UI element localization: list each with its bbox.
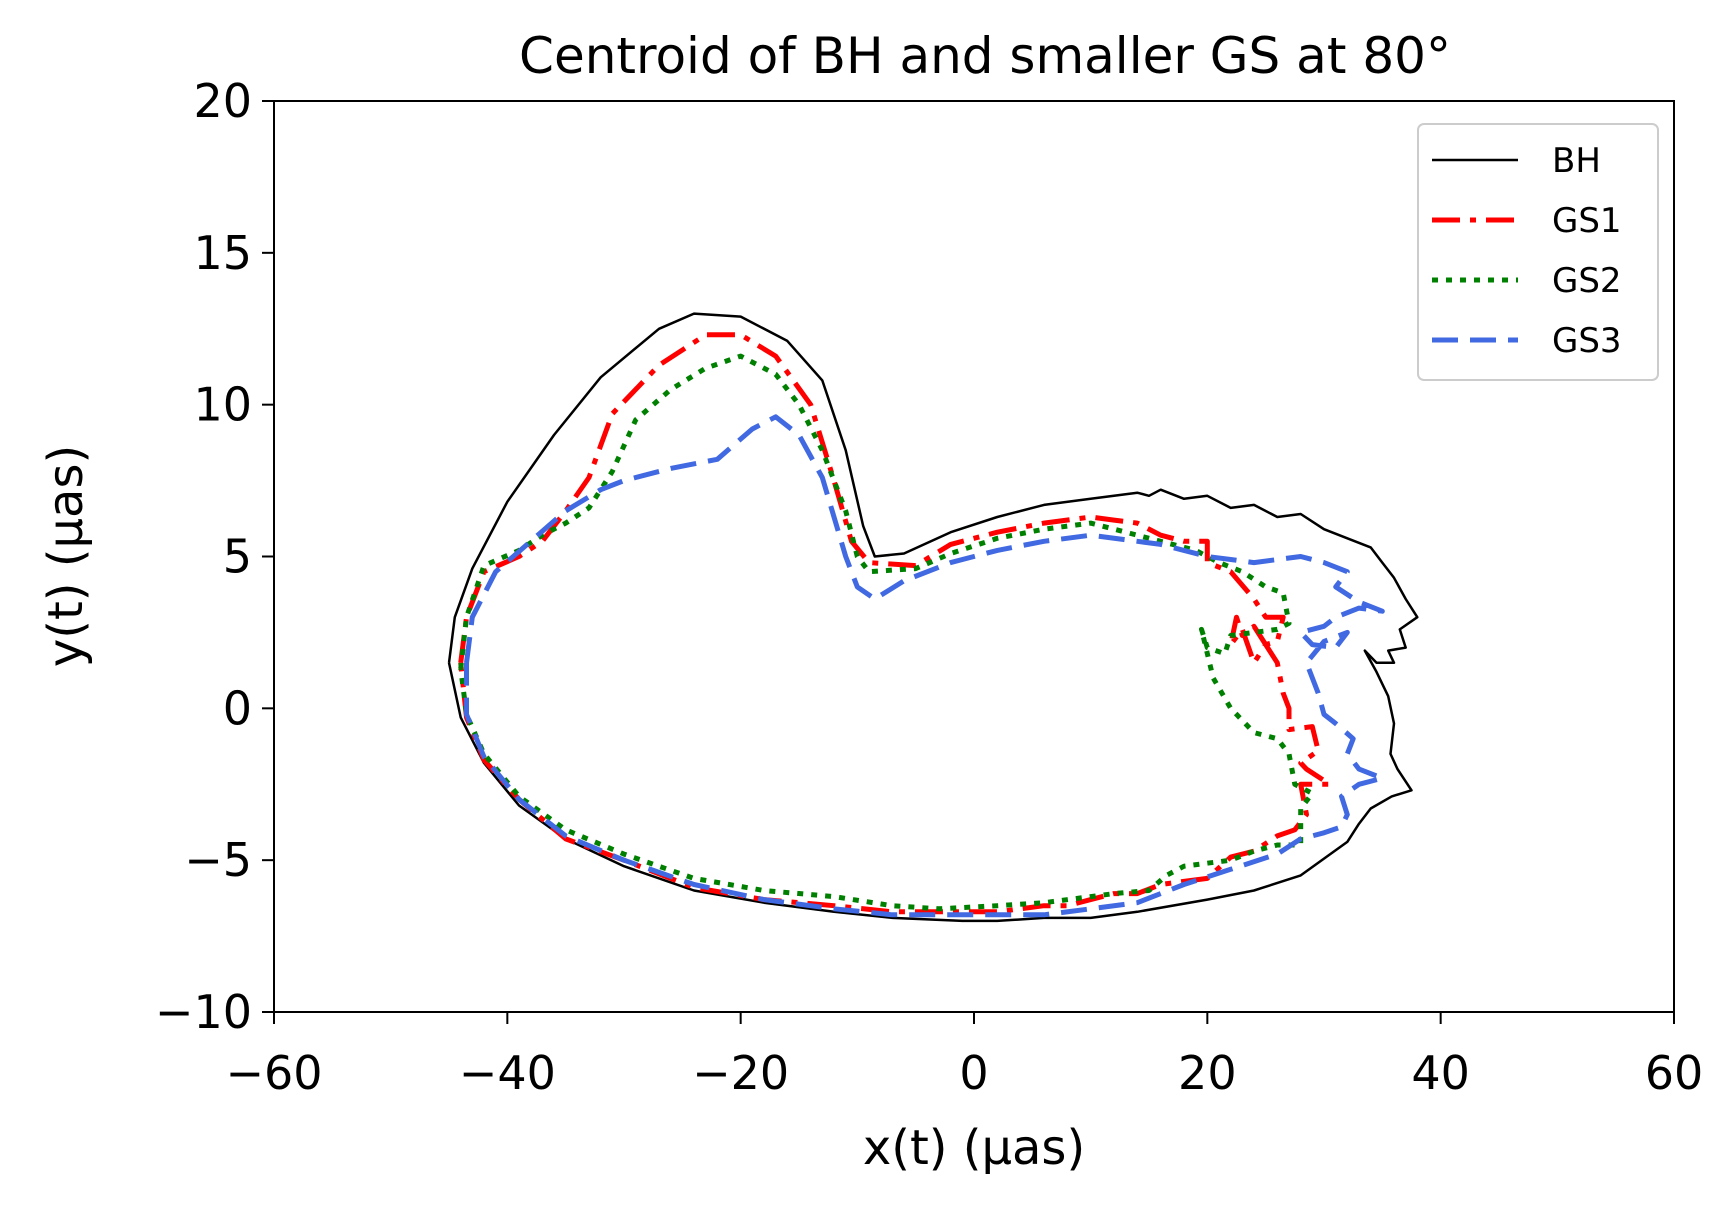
y-tick-label: 20 xyxy=(193,74,252,128)
series-layer xyxy=(447,312,1419,923)
series-line-bh xyxy=(447,312,1419,923)
x-tick-label: −60 xyxy=(225,1046,322,1100)
x-tick-label: 60 xyxy=(1645,1046,1704,1100)
series-line-gs3 xyxy=(464,414,1385,918)
x-axis: −60 −40 −20 0 20 40 60 xyxy=(225,1012,1703,1100)
x-axis-label: x(t) (μas) xyxy=(863,1120,1085,1176)
x-tick-label: 0 xyxy=(959,1046,988,1100)
y-tick-label: −5 xyxy=(184,833,252,887)
x-tick-label: 20 xyxy=(1178,1046,1237,1100)
chart-title: Centroid of BH and smaller GS at 80° xyxy=(519,27,1451,85)
y-tick-label: 5 xyxy=(223,530,252,584)
y-tick-label: 10 xyxy=(193,378,252,432)
y-axis-label: y(t) (μas) xyxy=(38,445,94,667)
legend-label-gs2: GS2 xyxy=(1552,261,1622,301)
x-tick-label: −20 xyxy=(692,1046,789,1100)
x-tick-label: 40 xyxy=(1411,1046,1470,1100)
y-tick-label: −10 xyxy=(155,985,252,1039)
y-axis: −10 −5 0 5 10 15 20 xyxy=(155,74,274,1039)
y-tick-label: 0 xyxy=(223,681,252,735)
x-tick-label: −40 xyxy=(459,1046,556,1100)
series-line-gs1 xyxy=(458,332,1333,915)
series-line-gs2 xyxy=(458,353,1315,912)
legend-label-bh: BH xyxy=(1552,141,1601,181)
y-tick-label: 15 xyxy=(193,226,252,280)
legend-box xyxy=(1417,123,1659,381)
legend-label-gs3: GS3 xyxy=(1552,321,1622,361)
legend-label-gs1: GS1 xyxy=(1552,201,1622,241)
legend: BH GS1 GS2 GS3 xyxy=(1417,123,1659,381)
